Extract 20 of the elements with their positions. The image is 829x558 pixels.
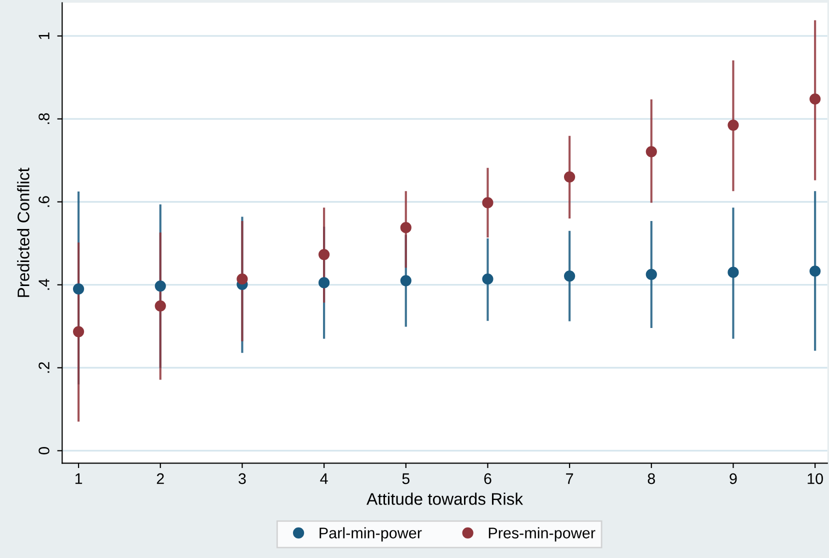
y-tick-label: .2 xyxy=(38,362,50,373)
legend-label: Pres-min-power xyxy=(488,527,596,542)
x-tick-label: 8 xyxy=(648,473,655,484)
x-tick-label: 6 xyxy=(484,473,492,484)
x-tick-label: 5 xyxy=(402,473,410,484)
x-axis-title: Attitude towards Risk xyxy=(366,492,524,505)
x-tick-label: 1 xyxy=(75,473,82,484)
x-tick-label: 3 xyxy=(238,473,246,484)
y-tick-label: 1 xyxy=(38,32,50,40)
legend-label: Parl-min-power xyxy=(320,527,422,542)
x-tick-label: 2 xyxy=(156,473,164,484)
y-tick-label: .6 xyxy=(38,196,50,207)
x-tick-label: 10 xyxy=(808,473,823,484)
y-tick-label: 0 xyxy=(38,447,50,454)
x-tick-label: 9 xyxy=(730,473,737,484)
y-axis-title: Predicted Conflict xyxy=(17,168,30,297)
y-tick-label: .4 xyxy=(38,278,50,290)
x-tick-label: 4 xyxy=(320,473,328,484)
x-tick-label: 7 xyxy=(566,473,574,484)
y-tick-label: .8 xyxy=(38,113,50,124)
